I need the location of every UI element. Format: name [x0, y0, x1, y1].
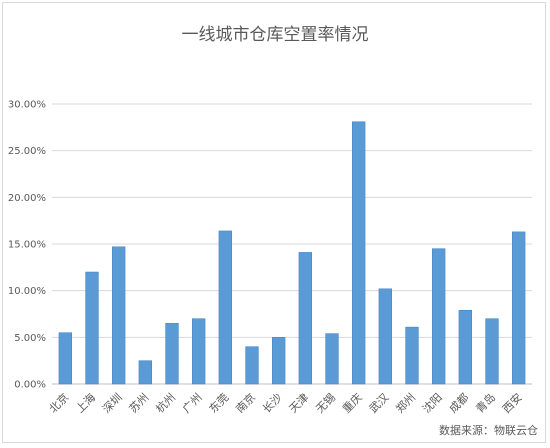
y-tick-label: 15.00%: [8, 240, 46, 251]
x-tick-label: 北京: [46, 390, 71, 415]
y-tick-label: 0.00%: [14, 380, 46, 391]
bar-郑州: [405, 326, 419, 385]
bar-沈阳: [432, 248, 446, 385]
x-tick-label: 无锡: [313, 390, 338, 415]
x-tick-label: 苏州: [127, 391, 152, 416]
bar-上海: [85, 271, 99, 385]
bar-杭州: [165, 323, 179, 385]
grid-lines: [52, 103, 532, 385]
data-source-note: 数据来源：物联云仓: [439, 424, 538, 437]
bar-南京: [245, 346, 259, 385]
y-tick-label: 20.00%: [8, 193, 46, 204]
x-axis-labels: 北京 上海 深圳 苏州 杭州 广州 东莞 南京 长沙 天津 无锡 重庆 武汉 郑州 沈阳 成都 青岛 西安: [46, 390, 525, 415]
bars: [58, 121, 526, 385]
x-tick-label: 青岛: [473, 390, 498, 415]
x-tick-label: 杭州: [153, 390, 178, 415]
x-tick-label: 南京: [233, 390, 258, 415]
bar-重庆: [352, 121, 366, 385]
bar-青岛: [485, 318, 499, 385]
bar-北京: [58, 332, 72, 385]
bar-武汉: [378, 288, 392, 385]
bar-成都: [458, 310, 472, 385]
y-tick-label: 30.00%: [8, 100, 46, 111]
x-tick-label: 东莞: [207, 391, 232, 416]
x-tick-label: 西安: [499, 390, 524, 415]
x-tick-label: 上海: [73, 390, 98, 415]
x-tick-label: 武汉: [367, 391, 392, 416]
x-tick-label: 成都: [447, 391, 472, 416]
y-tick-label: 5.00%: [14, 333, 46, 344]
bar-西安: [512, 231, 526, 385]
bar-广州: [192, 318, 206, 385]
x-tick-label: 沈阳: [419, 390, 444, 415]
bar-长沙: [272, 337, 286, 385]
bar-无锡: [325, 333, 339, 385]
x-tick-label: 广州: [180, 391, 205, 416]
y-tick-label: 10.00%: [8, 286, 46, 297]
bar-天津: [298, 252, 312, 385]
bar-苏州: [138, 360, 152, 385]
x-tick-label: 郑州: [393, 390, 418, 415]
x-tick-label: 重庆: [339, 390, 364, 415]
bar-东莞: [218, 230, 232, 385]
x-tick-label: 长沙: [260, 391, 285, 416]
chart-title: 一线城市仓库空置率情况: [181, 25, 369, 45]
x-tick-label: 深圳: [100, 391, 125, 416]
y-tick-label: 25.00%: [8, 146, 46, 157]
bar-深圳: [112, 246, 126, 385]
y-axis-ticks: 0.00% 5.00% 10.00% 15.00% 20.00% 25.00% 30.00%: [8, 100, 46, 391]
x-tick-label: 天津: [287, 391, 312, 416]
